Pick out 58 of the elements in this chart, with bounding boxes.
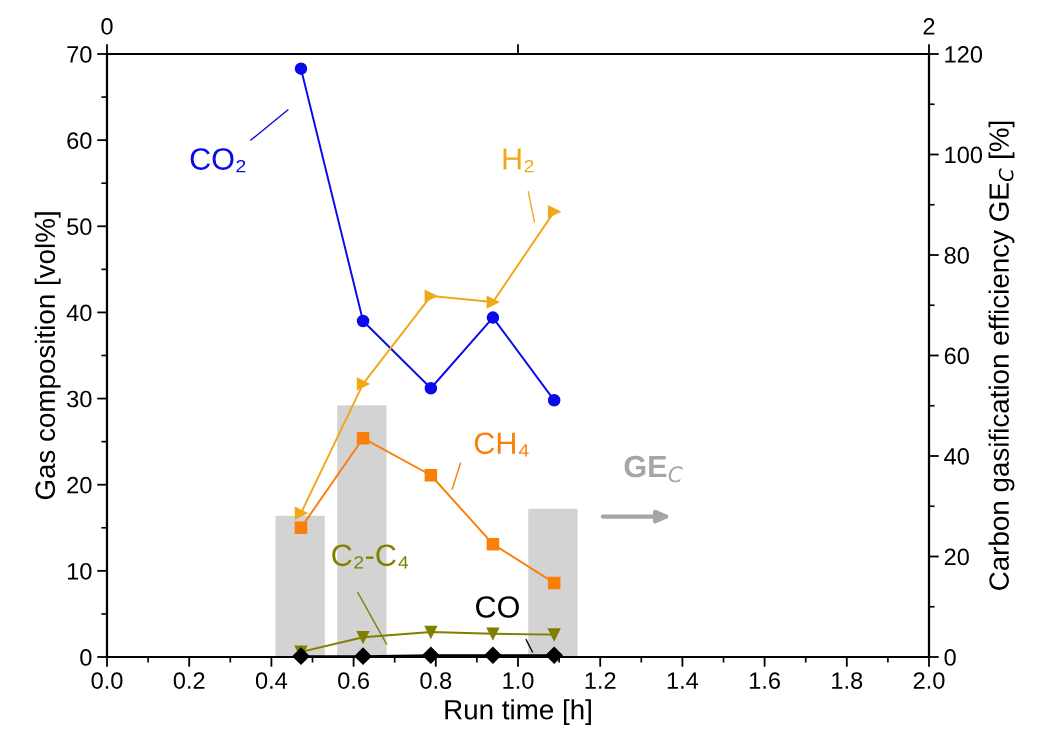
- x2-tick-label: 0: [101, 18, 113, 35]
- x-tick-label: 0.8: [420, 672, 452, 689]
- x-tick-label: 1.0: [503, 672, 534, 689]
- y-tick-label: 0: [80, 649, 92, 666]
- x-tick-label: 0.0: [91, 672, 123, 689]
- y2-axis-title: Carbon gasification efficiency GE$_{C}$ [%]: [988, 121, 1015, 590]
- x-tick-label: 1.2: [585, 672, 616, 689]
- point: [356, 377, 370, 391]
- y2-tick-label: 40: [944, 448, 969, 465]
- y2-tick-label: 60: [944, 347, 969, 365]
- y-tick-label: 40: [66, 304, 92, 322]
- y2-tick-label: 20: [944, 548, 969, 566]
- point: [356, 431, 370, 445]
- x-tick-label: 0.6: [338, 672, 369, 689]
- x2-tick-label: 2: [923, 18, 935, 35]
- point: [547, 576, 561, 590]
- point: [486, 311, 500, 324]
- point: [356, 630, 370, 644]
- y2-tick-label: 0: [944, 649, 956, 666]
- series-label: GE$_{C}$: [624, 455, 683, 483]
- bar: [528, 508, 578, 657]
- x-tick-label: 1.8: [832, 672, 863, 689]
- point: [547, 205, 561, 218]
- y-axis-title: Gas composition [vol%]: [34, 212, 61, 500]
- x-axis-title: Run time [h]: [445, 699, 591, 726]
- y2-tick-label: 100: [945, 146, 983, 164]
- x-tick-label: 0.2: [173, 672, 205, 689]
- point: [356, 314, 370, 328]
- series-label: C₂-C₄: [332, 544, 409, 569]
- point: [486, 627, 500, 640]
- legend-label: CO₂: [190, 148, 246, 173]
- series-label: CO: [476, 596, 519, 618]
- y-tick-label: 30: [67, 390, 92, 408]
- point: [547, 394, 561, 407]
- y-tick-label: 50: [67, 218, 92, 236]
- y-tick-label: 60: [67, 132, 92, 149]
- point: [424, 468, 438, 482]
- point: [294, 506, 308, 520]
- y2-tick-label: 80: [944, 247, 969, 264]
- point: [294, 521, 308, 535]
- x-tick-label: 1.6: [749, 672, 780, 689]
- y-tick-label: 70: [67, 46, 92, 63]
- y-tick-label: 10: [67, 562, 92, 580]
- bar: [275, 515, 325, 657]
- x-tick-label: 2.0: [913, 672, 945, 689]
- point: [486, 295, 500, 309]
- y2-tick-label: 120: [945, 46, 983, 63]
- point: [294, 62, 308, 75]
- series-label: CH₄: [474, 432, 529, 457]
- series-label: H₂: [503, 148, 534, 173]
- point: [424, 289, 438, 303]
- point: [547, 628, 561, 641]
- point: [424, 381, 438, 395]
- x-tick-label: 1.4: [667, 672, 699, 689]
- x-tick-label: 0.4: [255, 672, 288, 689]
- point: [486, 537, 500, 551]
- point: [424, 625, 438, 639]
- y-tick-label: 20: [67, 476, 92, 494]
